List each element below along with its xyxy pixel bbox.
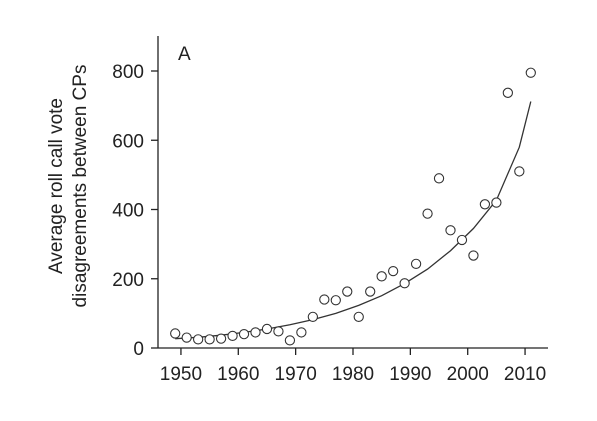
data-point: [468, 250, 479, 261]
data-point: [227, 330, 238, 342]
data-point: [525, 67, 536, 78]
x-tick-label: 1980: [332, 364, 374, 385]
data-point: [238, 328, 250, 340]
y-tick-label: 0: [133, 339, 144, 360]
data-point: [387, 265, 399, 277]
data-point: [181, 332, 192, 343]
data-point: [376, 271, 387, 282]
panel-label: A: [178, 44, 191, 65]
data-point: [410, 258, 422, 270]
y-axis-title-line-2: disagreements between CPs: [70, 65, 91, 308]
y-tick-label: 200: [112, 270, 144, 291]
data-point: [365, 286, 376, 297]
data-points: [170, 67, 536, 346]
data-point: [399, 278, 410, 289]
fit-curve: [175, 101, 532, 340]
data-point: [215, 333, 227, 344]
data-point: [456, 234, 468, 246]
data-point: [273, 326, 284, 337]
data-point: [170, 328, 181, 339]
y-tick-label: 800: [112, 62, 144, 83]
x-tick-label: 2000: [447, 364, 489, 385]
data-point: [433, 173, 445, 184]
data-point: [491, 197, 502, 208]
data-point: [250, 327, 261, 338]
data-point: [514, 166, 525, 177]
data-point: [296, 327, 307, 338]
data-point: [479, 199, 491, 210]
data-point: [192, 334, 204, 345]
data-point: [330, 295, 341, 306]
data-point: [502, 87, 514, 98]
data-point: [284, 335, 296, 346]
data-point: [342, 286, 353, 297]
data-point: [307, 311, 319, 322]
y-tick-label: 600: [112, 131, 144, 152]
data-point: [422, 208, 433, 219]
x-tick-label: 1970: [275, 364, 317, 385]
y-axis-title: Average roll call vote disagreements bet…: [46, 65, 91, 308]
y-axis-title-line-1: Average roll call vote: [46, 98, 67, 274]
data-point: [261, 323, 273, 335]
x-tick-label: 1960: [217, 364, 259, 385]
data-point: [353, 311, 364, 322]
x-tick-label: 1990: [389, 364, 431, 385]
y-tick-label: 400: [112, 201, 144, 222]
axes: 0 200 400 600 800 1950 1960 1970 1980 1990 2000 201…: [112, 36, 548, 385]
data-point: [445, 225, 456, 236]
x-tick-label: 2010: [504, 364, 546, 385]
data-point: [204, 334, 215, 345]
x-tick-label: 1950: [160, 364, 202, 385]
data-point: [319, 294, 330, 305]
